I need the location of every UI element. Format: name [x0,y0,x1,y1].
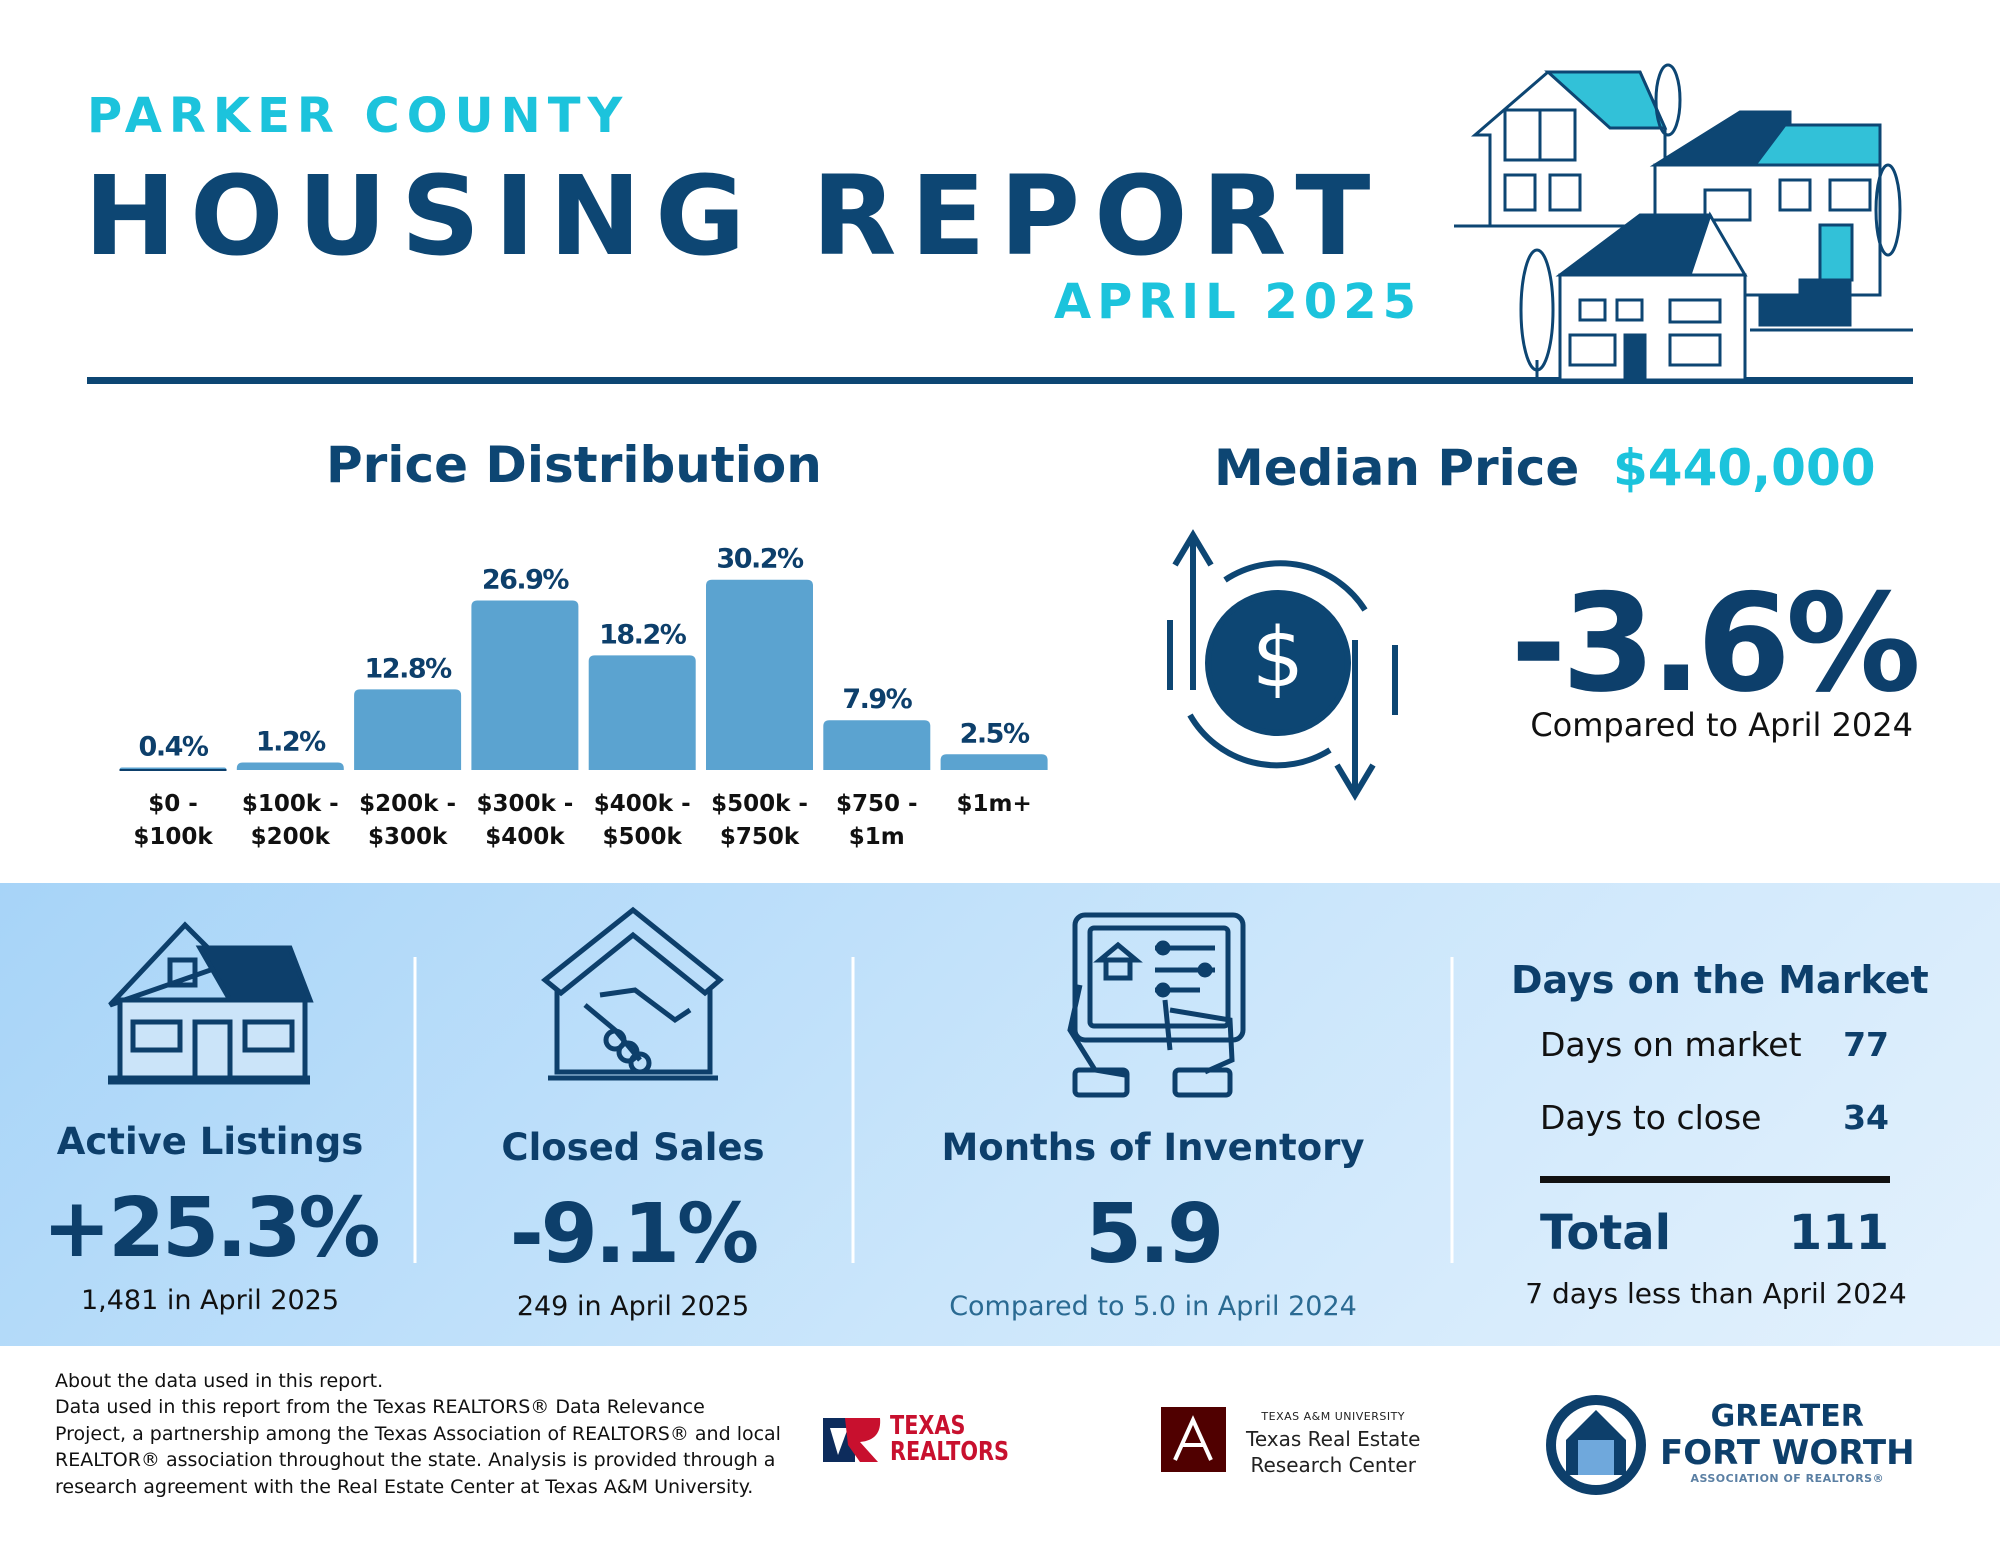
category-label: $500k - $750k [711,791,808,850]
stat-title: Months of Inventory [941,1126,1365,1169]
total-rule [1540,1176,1890,1183]
dollar-glyph: $ [1252,611,1304,706]
bar [354,689,462,770]
stat-title: Closed Sales [501,1126,765,1169]
value-label: 12.8% [365,653,453,684]
logo-text: TEXAS [890,1411,966,1441]
stat-title: Active Listings [56,1120,364,1163]
footer-text: Data used in this report from the Texas … [55,1396,705,1418]
texas-realtors-logo: TEXAS REALTORS [890,1413,1009,1465]
footer-text: Project, a partnership among the Texas A… [55,1423,781,1445]
houses-illustration [1454,63,1913,382]
stat-note: Compared to 5.0 in April 2024 [949,1291,1357,1322]
dom-row-label: Days on market [1540,1025,1802,1064]
handshake-house-icon [541,906,724,1081]
stat-card: Active Listings +25.3% 1,481 in April 20… [0,1120,490,1316]
dom-row-label: Days to close [1540,1098,1762,1137]
bar [823,720,931,770]
stat-note: 1,481 in April 2025 [80,1285,340,1316]
stat-card: Months of Inventory 5.9 Compared to 5.0 … [873,1126,1433,1322]
bar [706,579,813,770]
median-value: $440,000 [1613,439,1876,497]
logo-text: Research Center [1250,1453,1416,1477]
tablet-icon [1067,912,1246,1098]
report-kicker: PARKER COUNTY [87,88,630,144]
tamu-mark [1161,1407,1226,1472]
logo-text: FORT WORTH [1660,1433,1915,1473]
texas-realtors-mark [823,1418,881,1462]
report-title: HOUSING REPORT [84,152,1385,280]
logo-text: TEXAS A&M UNIVERSITY [1261,1410,1406,1423]
logo-text: Texas Real Estate [1246,1427,1421,1451]
value-label: 1.2% [256,726,326,757]
house-icon [108,921,314,1085]
category-label: $300k - $400k [476,791,574,850]
gfw-mark [1546,1395,1646,1495]
value-label: 26.9% [482,565,570,596]
dom-title: Days on the Market [1511,958,1929,1002]
tamu-logo: TEXAS A&M UNIVERSITY Texas Real Estate R… [1246,1410,1420,1477]
bar [940,754,1048,770]
bar [588,655,696,770]
stat-note: 249 in April 2025 [516,1291,750,1322]
stat-dividers [413,957,1454,1263]
dom-total-label: Total [1540,1205,1672,1261]
value-label: 2.5% [960,718,1030,749]
bar [471,600,579,770]
value-label: 0.4% [139,731,209,762]
stats-band [0,883,2000,1346]
logo-text: REALTORS [890,1437,1010,1467]
bar [236,762,344,770]
gfw-logo: GREATER FORT WORTH ASSOCIATION OF REALTO… [1660,1399,1915,1486]
dom-row-value: 77 [1843,1025,1889,1064]
logo-text: ASSOCIATION OF REALTORS® [1690,1472,1885,1485]
median-comparison: Compared to April 2024 [1530,706,1913,744]
footer-text: About the data used in this report. [55,1370,384,1392]
dom-total-value: 111 [1788,1205,1889,1261]
footer-text: research agreement with the Real Estate … [55,1476,754,1498]
stat-card: Closed Sales -9.1% 249 in April 2025 [353,1126,913,1322]
report-period: APRIL 2025 [1053,274,1422,330]
category-label: $0 - $100k [133,791,213,850]
value-label: 30.2% [716,544,804,575]
footer-text: REALTOR® association throughout the stat… [55,1449,776,1471]
category-label: $200k - $300k [359,791,457,850]
category-label: $750 - $1m [836,791,918,850]
median-change: -3.6% [1510,565,1921,722]
dom-note: 7 days less than April 2024 [1525,1277,1907,1310]
category-label: $400k - $500k [593,791,691,850]
header-rule [87,377,1913,384]
stat-value: -9.1% [509,1187,759,1282]
chart-title: Price Distribution [326,436,822,494]
category-label: $1m+ [956,791,1032,817]
stat-value: 5.9 [1084,1187,1224,1282]
value-label: 18.2% [599,619,687,650]
median-label: Median Price [1214,439,1580,497]
logo-text: GREATER [1710,1399,1864,1434]
value-label: 7.9% [842,684,912,715]
price-change-icon [1167,529,1398,801]
dom-row-value: 34 [1843,1098,1889,1137]
category-label: $100k - $200k [241,791,339,850]
stat-value: +25.3% [42,1181,380,1276]
